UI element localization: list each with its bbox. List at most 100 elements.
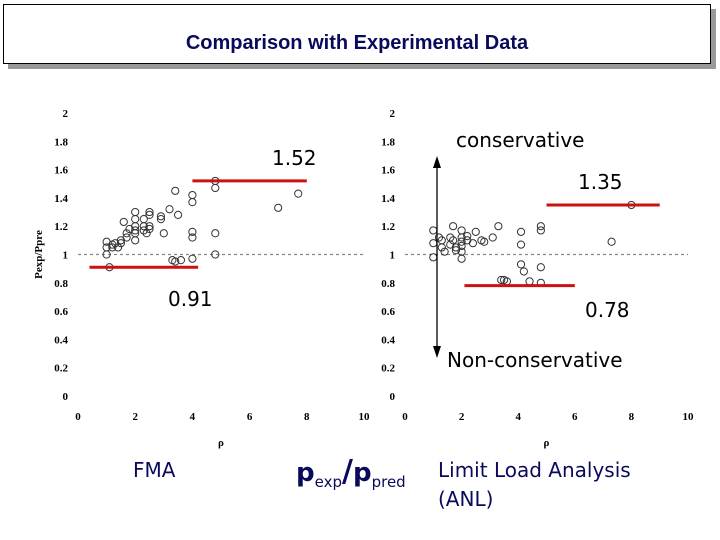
data-point <box>113 243 123 252</box>
data-point <box>145 224 154 234</box>
data-point <box>188 254 197 263</box>
x-tick-label: 2 <box>132 411 138 423</box>
data-point <box>471 227 480 236</box>
anl-min-label: 0.78 <box>585 298 630 322</box>
y-tick-label: 0.2 <box>54 363 68 375</box>
anl-label-line2: (ANL) <box>438 487 494 511</box>
y-tick-label: 1.4 <box>381 193 395 205</box>
data-point <box>463 232 472 241</box>
data-point <box>457 237 466 246</box>
data-point <box>449 222 458 231</box>
data-point <box>516 240 526 249</box>
data-point <box>188 233 197 242</box>
x-axis-label: ρ <box>544 437 550 449</box>
x-tick-label: 6 <box>247 411 253 423</box>
data-point <box>119 217 128 227</box>
data-point <box>440 247 449 256</box>
y-tick-label: 2 <box>63 108 69 120</box>
anl-max-label: 1.35 <box>578 170 623 194</box>
y-tick-label: 0.6 <box>54 306 68 318</box>
data-point <box>142 229 151 238</box>
data-point <box>176 256 186 265</box>
data-point <box>294 189 303 198</box>
data-point <box>451 246 461 255</box>
y-tick-label: 1.6 <box>381 165 395 177</box>
fma-label: FMA <box>133 458 176 482</box>
y-tick-label: 0.2 <box>381 363 395 375</box>
y-tick-label: 0.8 <box>54 278 68 290</box>
y-tick-label: 1.8 <box>54 136 68 148</box>
y-tick-label: 0.8 <box>381 278 395 290</box>
conservative-arrow <box>433 156 441 358</box>
y-axis-label: Pexp/Ppre <box>33 230 45 279</box>
title-box: Comparison with Experimental Data <box>3 4 711 64</box>
data-point <box>607 237 616 246</box>
data-point <box>536 222 545 231</box>
fma-min-label: 0.91 <box>168 287 213 311</box>
x-tick-label: 10 <box>683 411 695 423</box>
conservative-label: conservative <box>456 128 585 152</box>
data-point <box>102 250 111 259</box>
data-point <box>174 210 183 219</box>
chart-panel-2: 0 0.2 0.4 0.6 0.8 1 1.2 1.4 1.6 1.8 2 0 2 4 6 8 10 ρ <box>381 108 694 449</box>
data-point <box>451 243 461 252</box>
data-point <box>211 229 220 238</box>
data-point <box>429 226 438 235</box>
page-title: Comparison with Experimental Data <box>185 32 529 54</box>
data-point <box>446 233 455 242</box>
y-tick-label: 2 <box>390 108 396 120</box>
y-tick-label: 1.6 <box>54 165 68 177</box>
data-point <box>171 186 180 195</box>
data-point <box>429 253 438 262</box>
data-point <box>131 236 140 245</box>
x-tick-label: 2 <box>459 411 465 423</box>
data-point <box>159 229 168 238</box>
y-tick-label: 1 <box>63 250 69 262</box>
data-point <box>497 275 506 285</box>
data-point <box>131 215 140 224</box>
x-tick-label: 6 <box>572 411 578 423</box>
data-point <box>480 237 489 246</box>
data-point <box>108 243 117 252</box>
anl-label-line1: Limit Load Analysis <box>438 458 631 482</box>
x-tick-label: 8 <box>629 411 635 423</box>
data-point <box>536 226 545 235</box>
x-tick-label: 4 <box>515 411 521 423</box>
y-tick-label: 0.4 <box>54 334 68 346</box>
y-tick-label: 0 <box>63 391 69 403</box>
arrow-down-head <box>433 346 441 358</box>
data-point <box>449 236 458 245</box>
data-point <box>131 226 140 235</box>
data-point <box>171 257 180 266</box>
x-tick-label: 8 <box>304 411 310 423</box>
data-point <box>156 215 166 224</box>
arrow-up-head <box>433 156 441 168</box>
fma-max-label: 1.52 <box>272 146 317 170</box>
data-point <box>156 212 166 221</box>
data-point <box>516 227 526 236</box>
data-point <box>122 233 131 242</box>
y-tick-label: 1.4 <box>54 193 68 205</box>
data-point <box>139 226 148 235</box>
data-point <box>274 203 283 212</box>
x-tick-label: 10 <box>359 411 371 423</box>
y-tick-label: 0.6 <box>381 306 395 318</box>
chart-panel-1: 0 0.2 0.4 0.6 0.8 1 1.2 1.4 1.6 1.8 2 0 2 4 6 8 10 ρ Pexp/… <box>33 108 370 449</box>
data-point <box>488 233 497 242</box>
data-point <box>519 267 528 276</box>
data-point <box>468 239 478 248</box>
data-point <box>457 226 466 235</box>
data-point <box>457 241 466 251</box>
data-point <box>131 222 140 231</box>
data-point <box>434 233 444 242</box>
data-point <box>145 210 154 219</box>
y-tick-label: 1.8 <box>381 136 395 148</box>
data-point <box>188 198 197 207</box>
data-point <box>211 250 220 259</box>
data-point <box>536 263 545 272</box>
y-tick-label: 1.2 <box>381 221 395 233</box>
y-tick-label: 1.2 <box>54 221 68 233</box>
data-point <box>122 229 131 238</box>
x-axis-label: ρ <box>218 437 224 449</box>
